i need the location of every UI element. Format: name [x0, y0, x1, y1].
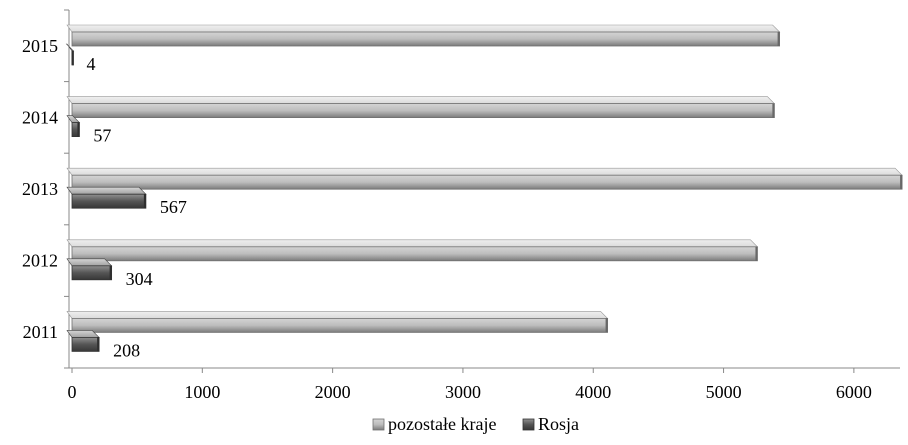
bar-Rosja-2015 — [65, 43, 75, 66]
bar-front-face — [71, 336, 100, 352]
bar-top-face — [66, 96, 776, 104]
data-label: 567 — [160, 197, 187, 217]
bar-pozostałe-kraje-2013 — [66, 167, 903, 190]
y-tick-label: 2012 — [22, 251, 58, 271]
x-tick-label: 6000 — [836, 382, 872, 402]
y-tick-label: 2011 — [23, 322, 58, 342]
bar-end-face — [109, 265, 112, 280]
bar-front-face — [71, 193, 147, 209]
bar-end-face — [71, 51, 74, 65]
bar-Rosja-2011 — [66, 330, 100, 352]
legend-item-Rosja: Rosja — [522, 414, 579, 434]
bar-end-face — [755, 246, 758, 261]
bar-top-face — [66, 258, 113, 267]
bar-front-face — [71, 246, 758, 262]
legend-item-pozostałe-kraje: pozostałe kraje — [372, 414, 496, 434]
bar-front-face — [71, 317, 608, 333]
data-label: 208 — [113, 340, 140, 360]
bar-front-face — [71, 174, 903, 190]
legend-swatch — [372, 418, 385, 431]
bar-end-face — [77, 122, 80, 137]
legend-label: pozostałe kraje — [388, 414, 496, 434]
bar-front-face — [71, 31, 780, 47]
bar-end-face — [777, 32, 780, 46]
bar-pozostałe-kraje-2015 — [66, 24, 781, 47]
bar-Rosja-2012 — [66, 258, 113, 281]
legend-swatch — [522, 418, 535, 431]
y-tick-label: 2015 — [22, 36, 58, 56]
x-tick-label: 1000 — [184, 382, 220, 402]
x-tick-label: 4000 — [575, 382, 611, 402]
bar-front-face — [71, 265, 113, 281]
bar-end-face — [900, 175, 903, 190]
bar-pozostałe-kraje-2011 — [66, 311, 609, 333]
bar-top-face — [66, 311, 609, 319]
bar-end-face — [143, 194, 146, 209]
legend-label: Rosja — [538, 414, 579, 434]
bar-end-face — [97, 337, 100, 352]
x-tick-label: 2000 — [315, 382, 351, 402]
bar-Rosja-2014 — [66, 115, 81, 137]
data-label: 304 — [126, 269, 153, 289]
bar-end-face — [772, 103, 775, 118]
data-label: 57 — [93, 126, 111, 146]
bar-pozostałe-kraje-2012 — [66, 239, 759, 262]
bar-end-face — [605, 318, 608, 333]
x-tick-label: 0 — [68, 382, 77, 402]
bar-top-face — [66, 167, 903, 176]
y-tick-label: 2014 — [22, 107, 58, 127]
x-tick-label: 3000 — [445, 382, 481, 402]
bar-Rosja-2013 — [66, 186, 147, 209]
x-tick-label: 5000 — [706, 382, 742, 402]
bar-top-face — [66, 186, 147, 195]
bar-pozostałe-kraje-2014 — [66, 96, 776, 118]
bar-top-face — [66, 24, 781, 33]
bar-top-face — [66, 239, 759, 248]
bar-front-face — [71, 103, 775, 118]
y-tick-label: 2013 — [22, 179, 58, 199]
data-label: 4 — [87, 54, 96, 74]
